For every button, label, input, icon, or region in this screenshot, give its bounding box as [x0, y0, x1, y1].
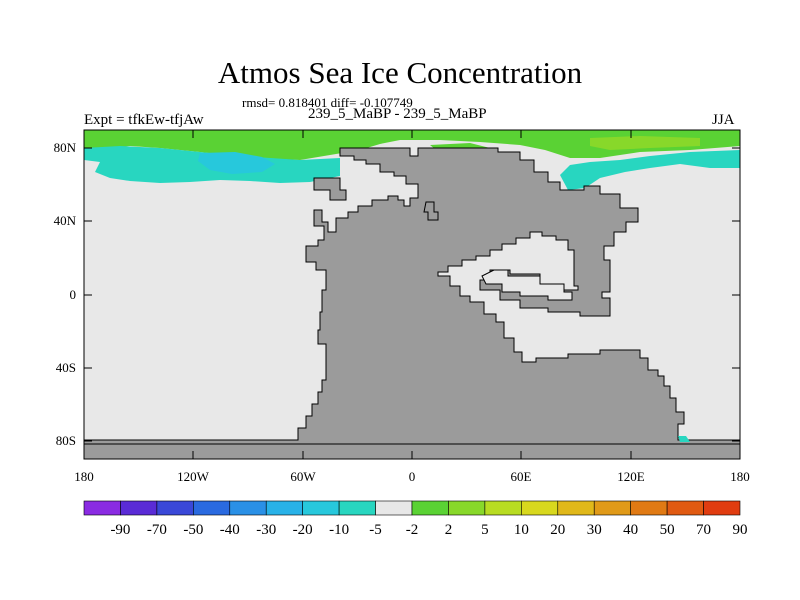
colorbar-swatch — [666, 500, 704, 516]
colorbar-swatch — [411, 500, 449, 516]
island-east — [423, 201, 439, 221]
colorbar-label: 30 — [587, 522, 602, 538]
island-north — [313, 177, 347, 201]
lat-tick-label: 40N — [54, 213, 77, 228]
colorbar-label: 20 — [550, 522, 565, 538]
pangaea-landmass — [83, 147, 741, 445]
colorbar-swatch — [338, 500, 376, 516]
lat-axis: 80N 40N 0 40S 80S — [54, 140, 740, 448]
colorbar-label: -50 — [183, 522, 203, 538]
arctic-ice-green-band — [84, 130, 740, 160]
colorbar-label: -20 — [293, 522, 313, 538]
colorbar-swatch — [302, 500, 340, 516]
lon-tick-label: 120E — [617, 469, 645, 484]
lon-axis: 180 120W 60W 0 60E 120E 180 — [74, 130, 750, 484]
colorbar-swatch — [593, 500, 631, 516]
lon-tick-label: 180 — [730, 469, 750, 484]
lon-tick-label: 0 — [409, 469, 416, 484]
colorbar-swatch — [229, 500, 267, 516]
colorbar-label: -30 — [256, 522, 276, 538]
colorbar-swatch — [557, 500, 595, 516]
lat-tick-label: 40S — [56, 360, 76, 375]
lat-tick-label: 80S — [56, 433, 76, 448]
experiment-label: Expt = tfkEw-tfjAw — [84, 112, 204, 128]
antarctic-ice-cyan — [678, 436, 690, 442]
lon-tick-label: 60E — [511, 469, 532, 484]
colorbar-label: 50 — [660, 522, 675, 538]
colorbar-label: 70 — [696, 522, 711, 538]
colorbar-label: -2 — [406, 522, 419, 538]
colorbar-swatch — [521, 500, 559, 516]
plot-title: Atmos Sea Ice Concentration — [217, 55, 583, 90]
colorbar-label: 40 — [623, 522, 638, 538]
lon-tick-label: 180 — [74, 469, 94, 484]
colorbar-label: -90 — [110, 522, 130, 538]
colorbar-swatch — [156, 500, 194, 516]
colorbar-swatch — [193, 500, 231, 516]
colorbar-swatch — [265, 500, 303, 516]
colorbar-label: -40 — [220, 522, 240, 538]
arctic-ice-lightgreen-patch — [590, 136, 700, 150]
arctic-ice-cyan-patch — [198, 152, 275, 174]
inland-sea — [481, 269, 573, 301]
colorbar-swatch — [703, 500, 741, 516]
colorbar-swatch — [484, 500, 522, 516]
map-panel — [83, 129, 741, 460]
colorbar-label: 90 — [733, 522, 748, 538]
period-label: 239_5_MaBP - 239_5_MaBP — [308, 106, 487, 122]
colorbar-swatch — [630, 500, 668, 516]
arctic-ice-cyan-band-east — [560, 150, 740, 190]
colorbar-label: 10 — [514, 522, 529, 538]
colorbar-label: 5 — [481, 522, 489, 538]
colorbar-swatch — [448, 500, 486, 516]
colorbar-swatch — [120, 500, 158, 516]
lon-tick-label: 60W — [290, 469, 316, 484]
colorbar: -90 -70 -50 -40 -30 -20 -10 -5 -2 2 5 10 20 30 40 50 70 9… — [83, 500, 748, 538]
colorbar-swatch — [375, 500, 413, 516]
lon-tick-label: 120W — [177, 469, 210, 484]
colorbar-swatch — [83, 500, 121, 516]
season-label: JJA — [712, 112, 735, 128]
lat-tick-label: 80N — [54, 140, 77, 155]
stats-label: rmsd= 0.818401 diff= -0.107749 — [242, 95, 413, 110]
colorbar-label: -5 — [369, 522, 382, 538]
colorbar-label: -10 — [329, 522, 349, 538]
lat-tick-label: 0 — [70, 287, 77, 302]
colorbar-label: -70 — [147, 522, 167, 538]
colorbar-label: 2 — [445, 522, 453, 538]
